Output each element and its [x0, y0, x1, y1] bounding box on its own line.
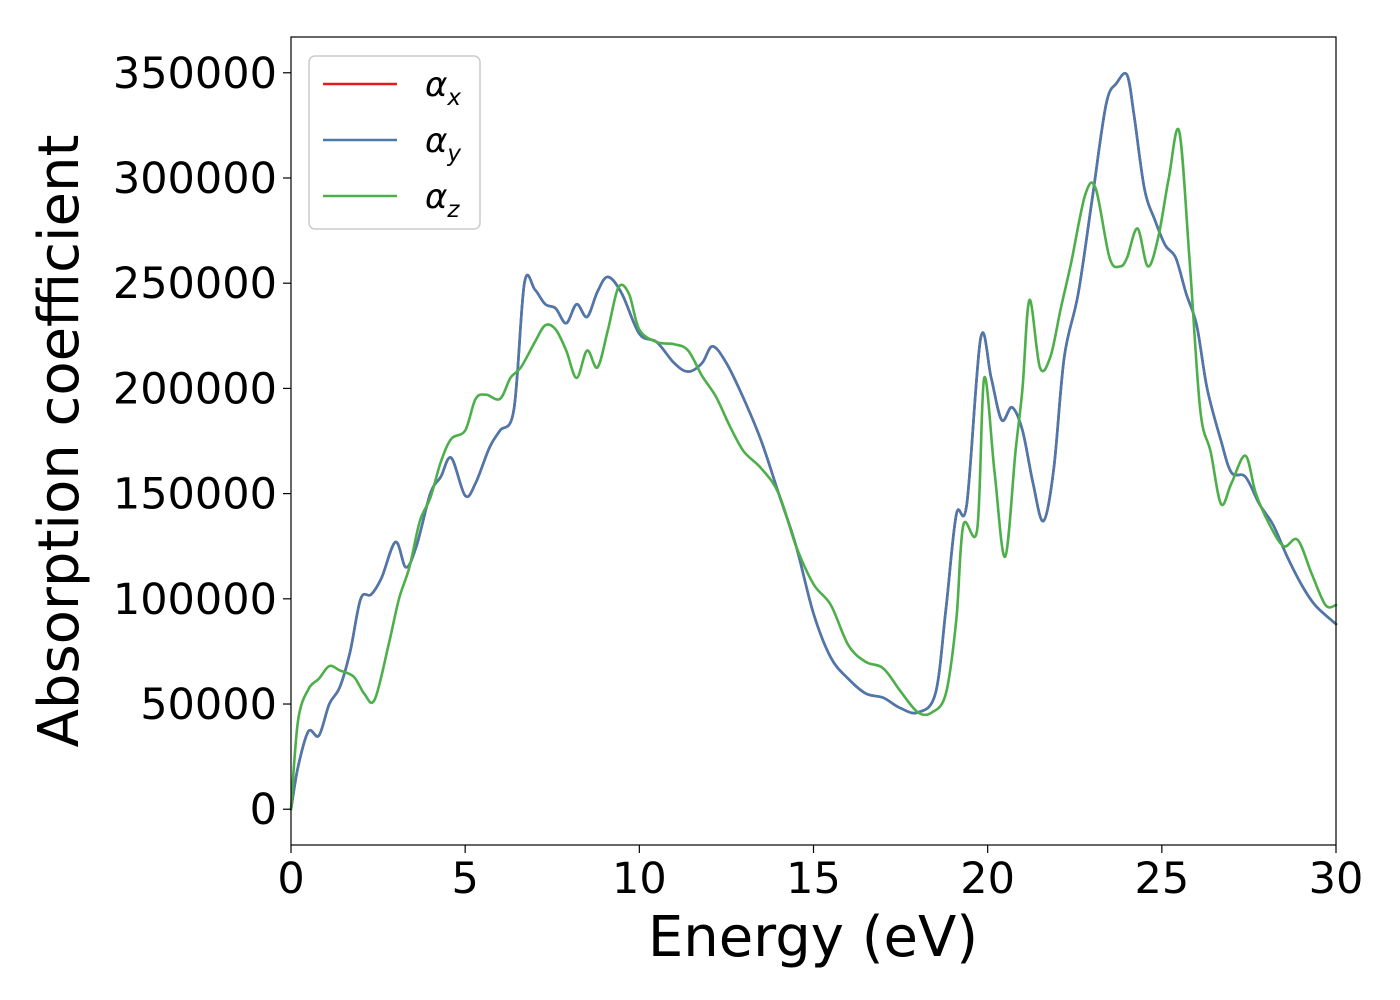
legend-box: [308, 55, 481, 230]
x-tick-label: 15: [786, 854, 841, 904]
y-axis-label: Absorption coefficient: [27, 135, 92, 748]
x-axis-label: Energy (eV): [648, 905, 978, 970]
x-tick-label: 5: [451, 854, 478, 904]
x-tick-label: 10: [612, 854, 667, 904]
legend-entries: αx αy αz: [323, 65, 461, 223]
x-tick-label: 30: [1309, 854, 1364, 904]
y-tick-label: 50000: [140, 680, 277, 730]
y-tick-label: 150000: [113, 470, 277, 520]
y-tick-label: 200000: [113, 364, 277, 414]
x-axis: 0 5 10 15 20 25 30: [277, 845, 1363, 904]
series-line-z: [289, 127, 1338, 811]
y-tick-label: 0: [250, 785, 277, 835]
y-tick-label: 300000: [113, 154, 277, 204]
y-tick-label: 250000: [113, 259, 277, 309]
x-tick-label: 0: [277, 854, 304, 904]
legend: αx αy αz: [308, 55, 481, 230]
y-tick-label: 350000: [113, 49, 277, 99]
y-axis: 0 50000 100000 150000 200000 250000 300000 3500…: [113, 49, 291, 835]
legend-label-x: αx: [425, 65, 461, 111]
x-tick-label: 25: [1134, 854, 1189, 904]
series-layer: [289, 71, 1338, 811]
series-line-y: [289, 71, 1338, 811]
legend-label-z: αz: [425, 177, 460, 223]
legend-label-y: αy: [425, 121, 461, 167]
x-tick-label: 20: [960, 854, 1015, 904]
y-tick-label: 100000: [113, 575, 277, 625]
